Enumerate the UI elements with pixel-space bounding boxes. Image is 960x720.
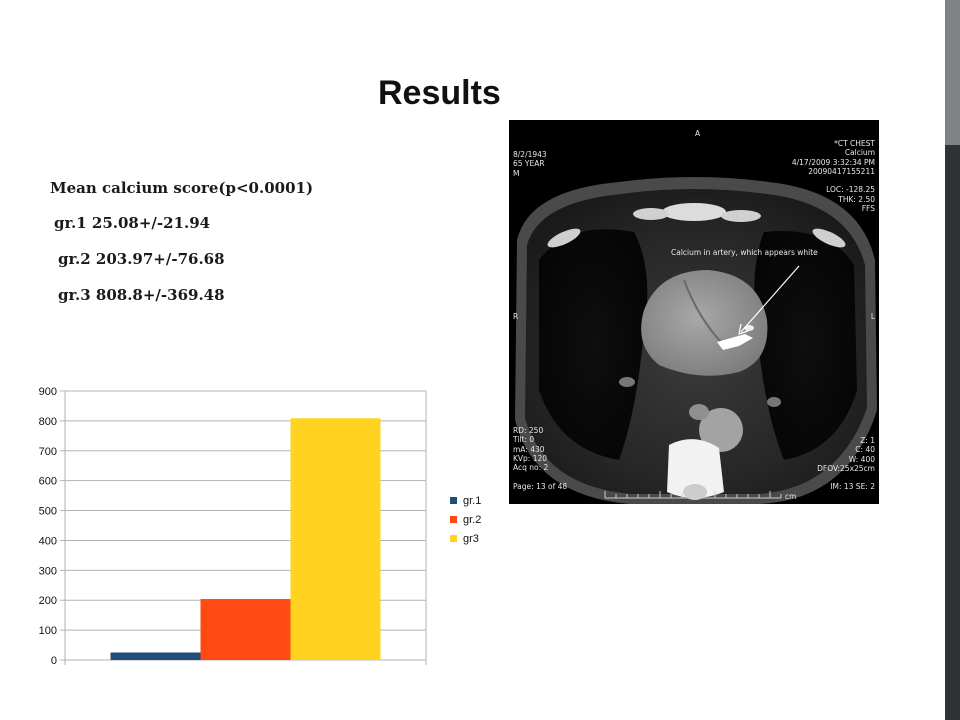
- sternum: [662, 203, 726, 221]
- bar-gr2: [200, 599, 291, 660]
- chart-svg: 0 100 200 300 400 500 600 700 800 900 gr.1 gr.2 gr3: [39, 386, 482, 667]
- y-tick-label: 400: [39, 535, 57, 547]
- right-lung: [539, 229, 648, 460]
- legend-swatch: [450, 497, 457, 504]
- right-edge-bar: [945, 0, 960, 720]
- ct-label-top: A: [695, 129, 701, 138]
- heart: [641, 270, 768, 376]
- y-tick-label: 800: [39, 416, 57, 428]
- legend-swatch: [450, 535, 457, 542]
- stat-line-gr2: gr.2 203.97+/-76.68: [58, 250, 225, 268]
- ct-window-info: Z: 1 C: 40 W: 400 DFOV:25x25cm IM: 13 SE…: [817, 436, 875, 492]
- ct-annotation-label: Calcium in artery, which appears white: [671, 248, 818, 257]
- ct-label-right-side: R: [513, 312, 519, 321]
- descending-aorta: [699, 408, 743, 452]
- calcium-bar-chart: 0 100 200 300 400 500 600 700 800 900 gr.1 gr.2 gr3: [28, 380, 506, 670]
- bar-gr3: [290, 418, 381, 660]
- y-tick-label: 100: [39, 625, 57, 637]
- ct-scale-bar: [604, 491, 782, 499]
- legend-label: gr.2: [463, 514, 481, 526]
- legend-label: gr3: [463, 533, 479, 545]
- legend-label: gr.1: [463, 495, 481, 507]
- slide-title: Results: [378, 74, 501, 112]
- stat-line-gr1: gr.1 25.08+/-21.94: [54, 214, 211, 232]
- legend-swatch: [450, 516, 457, 523]
- ct-scale-unit: cm: [785, 492, 797, 501]
- ct-scan-drawing: [515, 177, 877, 504]
- bar-gr1: [110, 652, 201, 660]
- stat-line-gr3: gr.3 808.8+/-369.48: [58, 286, 225, 304]
- y-tick-label: 500: [39, 506, 57, 518]
- y-tick-label: 0: [51, 655, 57, 667]
- annotation-arrow: [740, 265, 800, 333]
- ct-study-info: *CT CHEST Calcium 4/17/2009 3:32:34 PM 2…: [791, 139, 875, 214]
- y-tick-label: 300: [39, 565, 57, 577]
- ct-label-left-side: L: [870, 312, 875, 321]
- y-tick-label: 700: [39, 446, 57, 458]
- stats-heading: Mean calcium score(p<0.0001): [50, 179, 314, 197]
- calcium-deposit: [717, 334, 753, 350]
- y-tick-label: 900: [39, 386, 57, 398]
- ct-acquisition-info: RD: 250 Tilt: 0 mA: 430 KVp: 120 Acq no:…: [513, 426, 568, 491]
- ct-scan-image: A 8/2/1943 65 YEAR M *CT CHEST Calcium 4…: [509, 120, 879, 504]
- y-tick-label: 200: [39, 595, 57, 607]
- ct-patient-info: 8/2/1943 65 YEAR M: [513, 150, 547, 178]
- right-edge-bar-accent: [945, 0, 960, 145]
- y-tick-label: 600: [39, 476, 57, 488]
- vertebra: [667, 439, 724, 498]
